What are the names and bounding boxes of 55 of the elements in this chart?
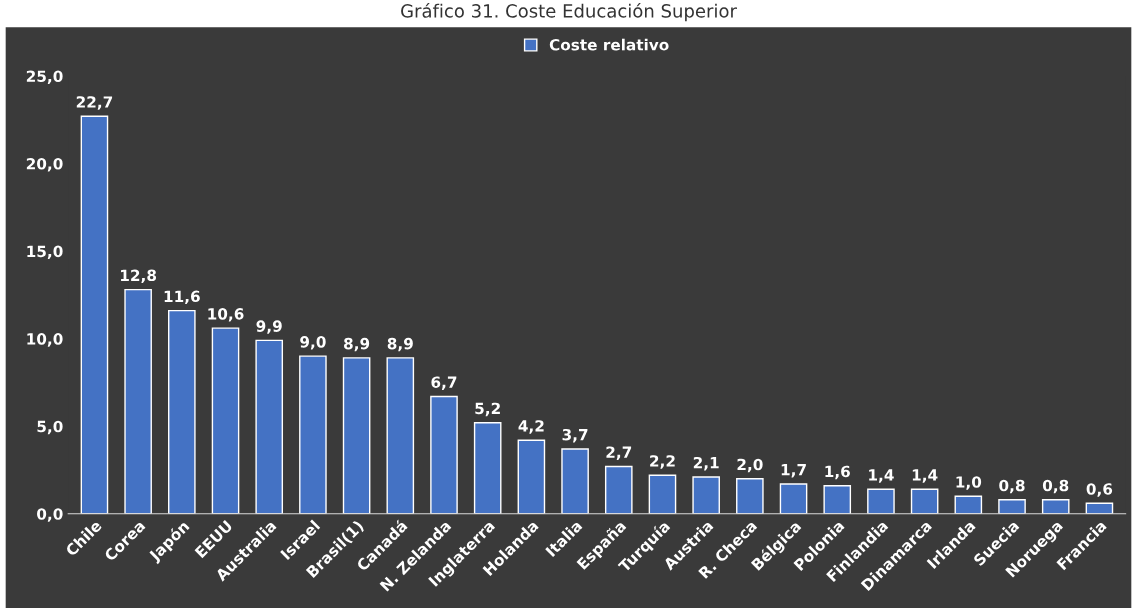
y-tick-label: 25,0 [26,70,63,84]
bar [255,339,284,514]
chart-title: Gráfico 31. Coste Educación Superior [401,3,737,22]
bar [779,483,808,514]
bar [124,288,152,514]
data-label: 8,9 [387,337,413,352]
bar [648,474,677,514]
bar [1041,499,1070,514]
bar [823,485,852,514]
y-tick-label: 20,0 [26,158,63,172]
bar [211,327,240,514]
bar [998,499,1026,514]
data-label: 11,6 [164,290,200,305]
bar [517,439,546,514]
data-label: 9,9 [256,320,282,334]
data-label: 22,7 [76,96,113,110]
bar [910,488,939,514]
bar [80,115,109,514]
bar [867,488,895,514]
data-label: 5,2 [475,402,500,417]
data-label: 2,2 [650,455,675,469]
bar [168,309,196,514]
data-label: 8,9 [344,337,370,352]
y-tick-label: 10,0 [27,333,63,347]
bar [736,478,764,514]
data-label: 0,8 [999,479,1025,494]
data-label: 0,6 [1086,483,1113,497]
y-tick-label: 15,0 [27,245,63,260]
y-tick-label: 5,0 [37,420,63,435]
data-label: 2,7 [606,446,632,460]
bar [299,355,327,514]
data-label: 2,0 [737,458,763,473]
data-label: 1,0 [956,476,982,490]
bar [386,357,415,514]
bar [342,357,371,514]
data-label: 9,0 [300,336,326,350]
data-label: 3,7 [562,428,588,443]
data-label: 1,4 [912,469,938,483]
bar [692,476,720,514]
bar [473,422,502,514]
data-label: 0,8 [1042,479,1069,494]
data-label: 1,4 [869,469,894,483]
y-tick-label: 0,0 [37,508,63,522]
data-label: 1,6 [825,465,850,480]
data-label: 6,7 [431,376,457,390]
data-label: 1,7 [781,464,806,478]
data-label: 12,8 [121,269,157,284]
legend-label: Coste relativo [549,38,669,51]
data-label: 2,1 [693,456,719,471]
bar [954,495,983,514]
bar [561,448,589,514]
data-label: 10,6 [208,308,244,322]
bar [430,395,458,514]
bar [604,465,633,514]
data-label: 4,2 [518,420,544,434]
